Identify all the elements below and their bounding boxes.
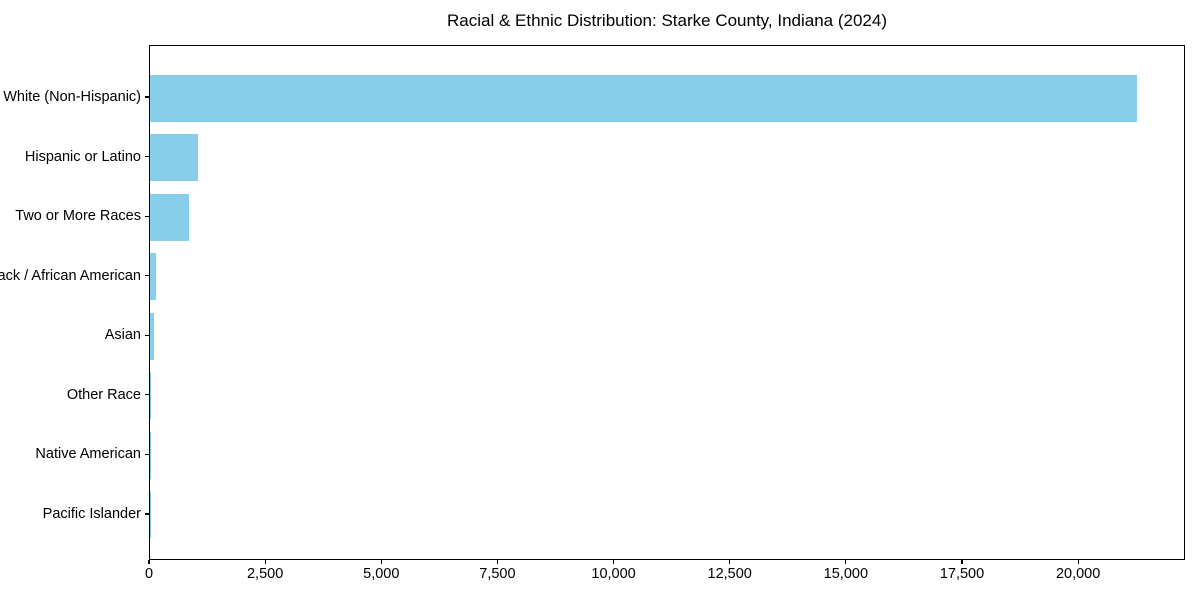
x-tick-mark xyxy=(729,560,731,564)
x-tick-mark xyxy=(496,560,499,564)
y-tick-label: Native American xyxy=(35,446,141,463)
y-tick-label: Hispanic or Latino xyxy=(24,148,141,165)
y-tick-label: Black / African American xyxy=(0,267,141,284)
x-tick-label: 12,500 xyxy=(707,566,752,582)
y-tick-mark xyxy=(145,453,149,455)
x-tick-mark xyxy=(612,560,615,564)
y-tick-label: Asian xyxy=(104,327,141,344)
bar-two-or-more-races xyxy=(150,193,189,241)
y-tick-mark xyxy=(145,275,149,277)
x-tick-label: 2,500 xyxy=(246,566,284,582)
x-tick-label: 10,000 xyxy=(591,566,636,582)
y-tick-label: Other Race xyxy=(66,386,141,403)
bar-white-non-hispanic xyxy=(150,74,1138,122)
x-tick-label: 15,000 xyxy=(823,566,869,582)
x-tick-mark xyxy=(845,560,847,564)
x-tick-mark xyxy=(148,560,150,564)
bar-native-american xyxy=(150,431,151,479)
x-tick-mark xyxy=(961,560,963,564)
bar-other-race xyxy=(150,372,152,420)
bar-black-african-american xyxy=(150,253,157,301)
x-tick-label: 17,500 xyxy=(939,566,985,582)
x-tick-label: 20,000 xyxy=(1055,566,1101,582)
x-tick-label: 5,000 xyxy=(363,566,400,582)
x-tick-mark xyxy=(1077,560,1079,564)
y-tick-mark xyxy=(145,394,149,396)
x-tick-label: 0 xyxy=(144,566,154,582)
y-tick-mark xyxy=(145,334,149,336)
y-tick-mark xyxy=(145,513,149,515)
plot-area xyxy=(149,45,1185,560)
bar-hispanic-or-latino xyxy=(150,134,198,182)
x-tick-mark xyxy=(264,560,266,564)
bar-asian xyxy=(150,312,154,360)
x-tick-label: 7,500 xyxy=(479,566,516,582)
chart-title: Racial & Ethnic Distribution: Starke Cou… xyxy=(446,11,888,30)
y-tick-mark xyxy=(145,155,149,158)
y-tick-label: Two or More Races xyxy=(15,208,141,225)
y-tick-mark xyxy=(145,215,149,217)
x-tick-mark xyxy=(380,560,382,564)
y-tick-label: White (Non-Hispanic) xyxy=(3,89,141,105)
y-tick-label: Pacific Islander xyxy=(42,505,141,522)
y-tick-mark xyxy=(145,96,149,98)
